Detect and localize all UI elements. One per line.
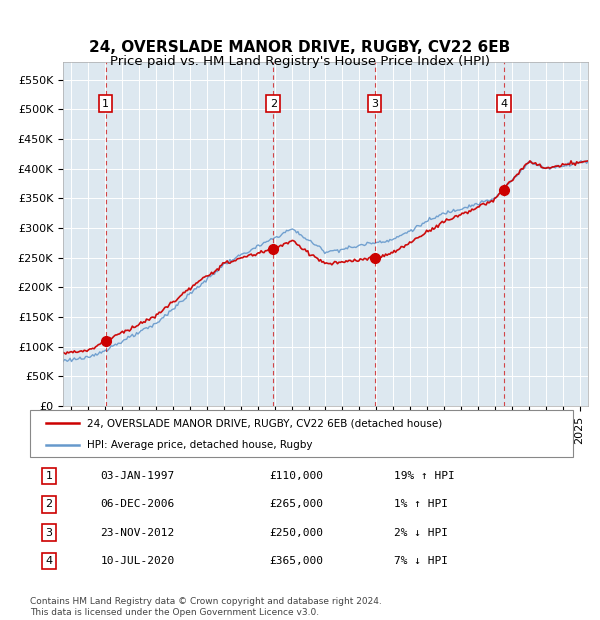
Text: 03-JAN-1997: 03-JAN-1997 xyxy=(101,471,175,481)
Text: 24, OVERSLADE MANOR DRIVE, RUGBY, CV22 6EB: 24, OVERSLADE MANOR DRIVE, RUGBY, CV22 6… xyxy=(89,40,511,55)
Text: 06-DEC-2006: 06-DEC-2006 xyxy=(101,499,175,509)
Text: 19% ↑ HPI: 19% ↑ HPI xyxy=(394,471,455,481)
Text: HPI: Average price, detached house, Rugby: HPI: Average price, detached house, Rugb… xyxy=(87,440,313,450)
Text: 3: 3 xyxy=(46,528,53,538)
Text: 2: 2 xyxy=(46,499,53,509)
Text: 2% ↓ HPI: 2% ↓ HPI xyxy=(394,528,448,538)
Text: Price paid vs. HM Land Registry's House Price Index (HPI): Price paid vs. HM Land Registry's House … xyxy=(110,55,490,68)
Text: 4: 4 xyxy=(500,99,507,108)
Text: £250,000: £250,000 xyxy=(269,528,323,538)
FancyBboxPatch shape xyxy=(30,410,573,457)
Text: 23-NOV-2012: 23-NOV-2012 xyxy=(101,528,175,538)
Text: 1% ↑ HPI: 1% ↑ HPI xyxy=(394,499,448,509)
Text: 10-JUL-2020: 10-JUL-2020 xyxy=(101,556,175,566)
Text: 1: 1 xyxy=(46,471,53,481)
Text: 2: 2 xyxy=(270,99,277,108)
Text: 24, OVERSLADE MANOR DRIVE, RUGBY, CV22 6EB (detached house): 24, OVERSLADE MANOR DRIVE, RUGBY, CV22 6… xyxy=(87,418,442,428)
Text: 1: 1 xyxy=(102,99,109,108)
Text: £265,000: £265,000 xyxy=(269,499,323,509)
Text: Contains HM Land Registry data © Crown copyright and database right 2024.
This d: Contains HM Land Registry data © Crown c… xyxy=(30,598,382,617)
Text: 7% ↓ HPI: 7% ↓ HPI xyxy=(394,556,448,566)
Text: £110,000: £110,000 xyxy=(269,471,323,481)
Text: 3: 3 xyxy=(371,99,378,108)
Text: £365,000: £365,000 xyxy=(269,556,323,566)
Text: 4: 4 xyxy=(46,556,53,566)
